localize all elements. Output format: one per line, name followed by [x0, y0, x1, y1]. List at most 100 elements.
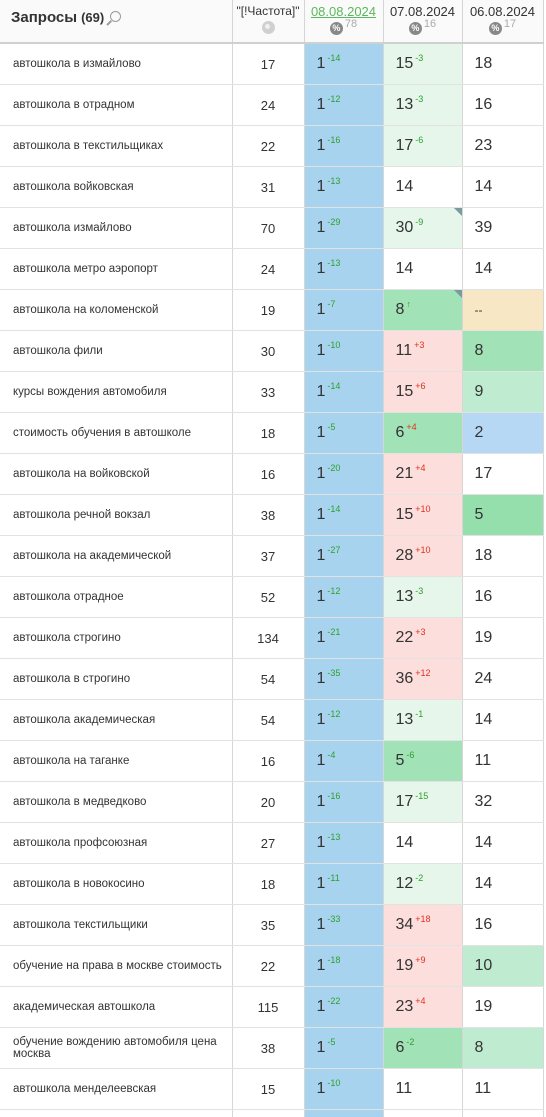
table-row[interactable]: автошкола на таганке 16 1 -4 5 -6 11: [0, 740, 544, 782]
position-cell-date-2[interactable]: 30 -9: [383, 207, 463, 249]
table-row[interactable]: автошкола в текстильщиках 22 1 -16 17 -6 2…: [0, 125, 544, 167]
position-cell-date-2[interactable]: 5 -6: [383, 740, 463, 782]
query-cell[interactable]: автошкола метро аэропорт: [0, 248, 233, 290]
position-cell-date-1[interactable]: 1 -16: [304, 125, 384, 167]
position-cell-date-1[interactable]: 1 -13: [304, 166, 384, 208]
query-cell[interactable]: автошкола на таганке: [0, 740, 233, 782]
query-cell[interactable]: автошкола на войковской: [0, 453, 233, 495]
query-cell[interactable]: автошкола в медведково: [0, 781, 233, 823]
position-cell-date-3[interactable]: 16: [462, 84, 544, 126]
position-cell-date-2[interactable]: 6 +4: [383, 412, 463, 454]
percent-icon[interactable]: %: [408, 22, 422, 35]
position-cell-date-2[interactable]: 19 +9: [383, 945, 463, 987]
position-cell-date-3[interactable]: 39: [462, 207, 544, 249]
position-cell-date-3[interactable]: 8: [462, 330, 544, 372]
position-cell-date-2[interactable]: 14: [383, 822, 463, 864]
query-cell[interactable]: автошкола в текстильщиках: [0, 125, 233, 167]
globe-icon[interactable]: [261, 21, 275, 34]
query-cell[interactable]: автошкола войковская: [0, 166, 233, 208]
table-row[interactable]: автошкола на войковской 16 1 -20 21 +4 17: [0, 453, 544, 495]
position-cell-date-2[interactable]: 6 -2: [383, 1027, 463, 1069]
date-link-08-08-2024[interactable]: 08.08.2024: [310, 4, 377, 19]
table-row[interactable]: автошкола текстильщики 35 1 -33 34 +18 16: [0, 904, 544, 946]
position-cell-date-2[interactable]: 15 +6: [383, 371, 463, 413]
table-row[interactable]: автошкола речной вокзал 38 1 -14 15 +10 5: [0, 494, 544, 536]
table-row[interactable]: автошкола профсоюзная 27 1 -13 14 14: [0, 822, 544, 864]
table-row[interactable]: автошкола в строгино 54 1 -35 36 +12 24: [0, 658, 544, 700]
position-cell-date-1[interactable]: 1 -16: [304, 781, 384, 823]
position-cell-date-3[interactable]: 23: [462, 125, 544, 167]
position-cell-date-1[interactable]: 1 -14: [304, 43, 384, 85]
position-cell-date-1[interactable]: 1 -7: [304, 289, 384, 331]
position-cell-date-2[interactable]: 13 -3: [383, 576, 463, 618]
position-cell-date-3[interactable]: 10: [462, 945, 544, 987]
table-row[interactable]: автошкола в измайлово 17 1 -14 15 -3 18: [0, 43, 544, 85]
position-cell-date-2[interactable]: 11: [383, 1068, 463, 1110]
position-cell-date-2[interactable]: 36 +12: [383, 658, 463, 700]
table-row[interactable]: автошкола отрадное 52 1 -12 13 -3 16: [0, 576, 544, 618]
query-cell[interactable]: автошкола измайлово: [0, 207, 233, 249]
table-row[interactable]: автошкола менделеевская 15 1 -10 11 11: [0, 1068, 544, 1110]
table-row[interactable]: автошкола измайлово 70 1 -29 30 -9 39: [0, 207, 544, 249]
table-row[interactable]: академическая автошкола 115 1 -22 23 +4 19: [0, 986, 544, 1028]
position-cell-date-3[interactable]: 14: [462, 699, 544, 741]
percent-icon[interactable]: %: [329, 22, 343, 35]
table-row[interactable]: автошкола метро аэропорт 24 1 -13 14 14: [0, 248, 544, 290]
position-cell-date-1[interactable]: 1 -13: [304, 822, 384, 864]
position-cell-date-3[interactable]: 16: [462, 904, 544, 946]
position-cell-date-3[interactable]: 19: [462, 986, 544, 1028]
query-cell[interactable]: автошкола академическая: [0, 699, 233, 741]
position-cell-date-2[interactable]: 11 +3: [383, 330, 463, 372]
table-row[interactable]: автошкола на академической 37 1 -27 28 +10…: [0, 535, 544, 577]
position-cell-date-3[interactable]: 8: [462, 1027, 544, 1069]
position-cell-date-2[interactable]: 15 +10: [383, 494, 463, 536]
position-cell-date-3[interactable]: 17: [462, 453, 544, 495]
position-cell-date-3[interactable]: 16: [462, 576, 544, 618]
query-cell[interactable]: автошкола в новокосино: [0, 863, 233, 905]
position-cell-date-1[interactable]: 1 -5: [304, 1027, 384, 1069]
position-cell-date-1[interactable]: 1 -11: [304, 863, 384, 905]
table-row[interactable]: автошкола в медведково 20 1 -16 17 -15 32: [0, 781, 544, 823]
query-cell[interactable]: автошкола в отрадном: [0, 84, 233, 126]
position-cell-date-3[interactable]: 14: [462, 822, 544, 864]
query-cell[interactable]: автошкола текстильщики: [0, 904, 233, 946]
position-cell-date-1[interactable]: 1 -10: [304, 1068, 384, 1110]
position-cell-date-3[interactable]: --: [462, 289, 544, 331]
table-row[interactable]: курсы вождения автомобиля 33 1 -14 15 +6 9: [0, 371, 544, 413]
position-cell-date-3[interactable]: 9: [462, 371, 544, 413]
position-cell-date-2[interactable]: 13 -3: [383, 84, 463, 126]
position-cell-date-1[interactable]: 1 -20: [304, 453, 384, 495]
position-cell-date-1[interactable]: 1 -27: [304, 535, 384, 577]
table-row[interactable]: стоимость обучения в автошколе 18 1 -5 6 +…: [0, 412, 544, 454]
query-cell[interactable]: академическая автошкола: [0, 986, 233, 1028]
percent-icon[interactable]: %: [488, 22, 502, 35]
position-cell-date-1[interactable]: 1 -21: [304, 617, 384, 659]
query-column-header[interactable]: Запросы (69): [0, 0, 233, 44]
query-cell[interactable]: автошкола отрадное: [0, 576, 233, 618]
frequency-column-header[interactable]: "[!Частота]": [232, 0, 305, 44]
position-cell-date-1[interactable]: 1 -12: [304, 699, 384, 741]
query-cell[interactable]: обучение вождению автомобиля цена москва: [0, 1027, 233, 1069]
position-cell-date-1[interactable]: 1 -10: [304, 330, 384, 372]
position-cell-date-2[interactable]: 21 +4: [383, 453, 463, 495]
position-cell-date-2[interactable]: 17 -15: [383, 781, 463, 823]
position-cell-date-1[interactable]: 1 -18: [304, 945, 384, 987]
position-cell-date-1[interactable]: 1 -14: [304, 371, 384, 413]
table-row[interactable]: автошкола на коломенской 19 1 -7 8 ↑ --: [0, 289, 544, 331]
position-cell-date-3[interactable]: 14: [462, 863, 544, 905]
table-row[interactable]: автошкола в отрадном 24 1 -12 13 -3 16: [0, 84, 544, 126]
position-cell-date-2[interactable]: 15 -3: [383, 43, 463, 85]
position-cell-date-3[interactable]: 14: [462, 166, 544, 208]
query-cell[interactable]: автошкола профсоюзная: [0, 822, 233, 864]
position-cell-date-1[interactable]: 1 -29: [304, 207, 384, 249]
position-cell-date-1[interactable]: 1 -12: [304, 576, 384, 618]
table-row[interactable]: автошкола войковская 31 1 -13 14 14: [0, 166, 544, 208]
position-cell-date-3[interactable]: 24: [462, 658, 544, 700]
position-cell-date-2[interactable]: 14: [383, 166, 463, 208]
table-row[interactable]: автошкола фили 30 1 -10 11 +3 8: [0, 330, 544, 372]
position-cell-date-1[interactable]: 1 -13: [304, 248, 384, 290]
query-cell[interactable]: автошкола на академической: [0, 535, 233, 577]
position-cell-date-1[interactable]: 1 -12: [304, 84, 384, 126]
position-cell-date-2[interactable]: 8 ↑: [383, 289, 463, 331]
table-row[interactable]: автошкола строгино 134 1 -21 22 +3 19: [0, 617, 544, 659]
